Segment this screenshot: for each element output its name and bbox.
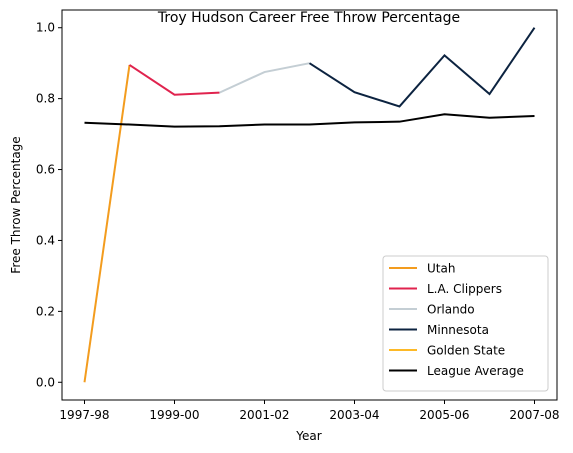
series-line — [84, 113, 535, 128]
y-tick-label: 0.0 — [36, 375, 55, 389]
y-tick-label: 0.8 — [36, 92, 55, 106]
legend-label: League Average — [427, 364, 524, 378]
legend-box — [382, 255, 549, 392]
series-line — [83, 64, 131, 383]
y-tick-label: 0.2 — [36, 304, 55, 318]
legend-label: Orlando — [427, 303, 475, 317]
chart-title: Troy Hudson Career Free Throw Percentage — [157, 10, 460, 26]
plot-frame — [61, 9, 558, 401]
y-axis-label: Free Throw Percentage — [9, 136, 23, 273]
x-tick-label: 1997-98 — [59, 408, 109, 422]
x-tick-label: 2007-08 — [509, 408, 559, 422]
x-axis-label: Year — [295, 429, 321, 443]
legend-label: Minnesota — [427, 323, 489, 337]
series-line — [308, 27, 536, 108]
x-tick-label: 2005-06 — [419, 408, 469, 422]
series-line — [219, 62, 310, 94]
legend-label: L.A. Clippers — [427, 282, 502, 296]
y-tick-label: 0.6 — [36, 163, 55, 177]
legend-label: Utah — [427, 262, 455, 276]
x-tick-label: 2003-04 — [329, 408, 379, 422]
x-tick-label: 1999-00 — [149, 408, 199, 422]
y-tick-label: 0.4 — [36, 233, 55, 247]
x-tick-label: 2001-02 — [239, 408, 289, 422]
y-tick-label: 1.0 — [36, 21, 55, 35]
legend-label: Golden State — [427, 344, 505, 358]
series-line — [128, 64, 220, 96]
